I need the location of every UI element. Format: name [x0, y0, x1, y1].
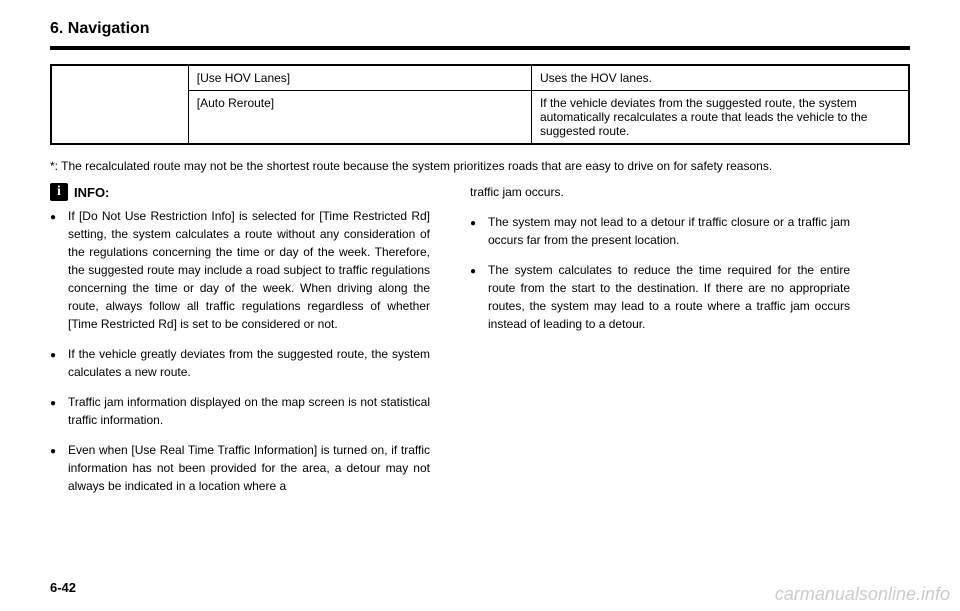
bullet-marker-icon: ● — [50, 441, 68, 495]
info-label: INFO: — [74, 185, 109, 200]
table-option-cell: [Auto Reroute] — [188, 91, 531, 145]
table-description-cell: Uses the HOV lanes. — [531, 65, 909, 91]
bullet-item: ● If the vehicle greatly deviates from t… — [50, 345, 430, 381]
bullet-marker-icon: ● — [50, 345, 68, 381]
chapter-header: 6. Navigation — [50, 20, 910, 38]
bullet-marker-icon: ● — [50, 393, 68, 429]
right-column: traffic jam occurs. ● The system may not… — [470, 183, 850, 507]
bullet-item: ● Even when [Use Real Time Traffic Infor… — [50, 441, 430, 495]
bullet-text: If [Do Not Use Restriction Info] is sele… — [68, 207, 430, 333]
info-header: i INFO: — [50, 183, 430, 201]
bullet-text: Traffic jam information displayed on the… — [68, 393, 430, 429]
bullet-marker-icon: ● — [470, 261, 488, 333]
info-icon: i — [50, 183, 68, 201]
bullet-text: Even when [Use Real Time Traffic Informa… — [68, 441, 430, 495]
bullet-text: The system may not lead to a detour if t… — [488, 213, 850, 249]
bullet-text: The system calculates to reduce the time… — [488, 261, 850, 333]
bullet-item: ● Traffic jam information displayed on t… — [50, 393, 430, 429]
bullet-item: ● The system may not lead to a detour if… — [470, 213, 850, 249]
table-row: [Use HOV Lanes] Uses the HOV lanes. — [51, 65, 909, 91]
page-number: 6-42 — [50, 580, 76, 595]
options-table: [Use HOV Lanes] Uses the HOV lanes. [Aut… — [50, 64, 910, 145]
table-description-cell: If the vehicle deviates from the suggest… — [531, 91, 909, 145]
bullet-item: ● The system calculates to reduce the ti… — [470, 261, 850, 333]
content-columns: i INFO: ● If [Do Not Use Restriction Inf… — [50, 183, 910, 507]
bullet-text: If the vehicle greatly deviates from the… — [68, 345, 430, 381]
table-empty-cell — [51, 65, 188, 144]
table-option-cell: [Use HOV Lanes] — [188, 65, 531, 91]
bullet-item: ● If [Do Not Use Restriction Info] is se… — [50, 207, 430, 333]
footnote-text: *: The recalculated route may not be the… — [50, 159, 910, 173]
continuation-text: traffic jam occurs. — [470, 183, 850, 201]
bullet-marker-icon: ● — [50, 207, 68, 333]
header-divider — [50, 46, 910, 50]
bullet-marker-icon: ● — [470, 213, 488, 249]
watermark: carmanualsonline.info — [775, 584, 950, 605]
left-column: i INFO: ● If [Do Not Use Restriction Inf… — [50, 183, 430, 507]
